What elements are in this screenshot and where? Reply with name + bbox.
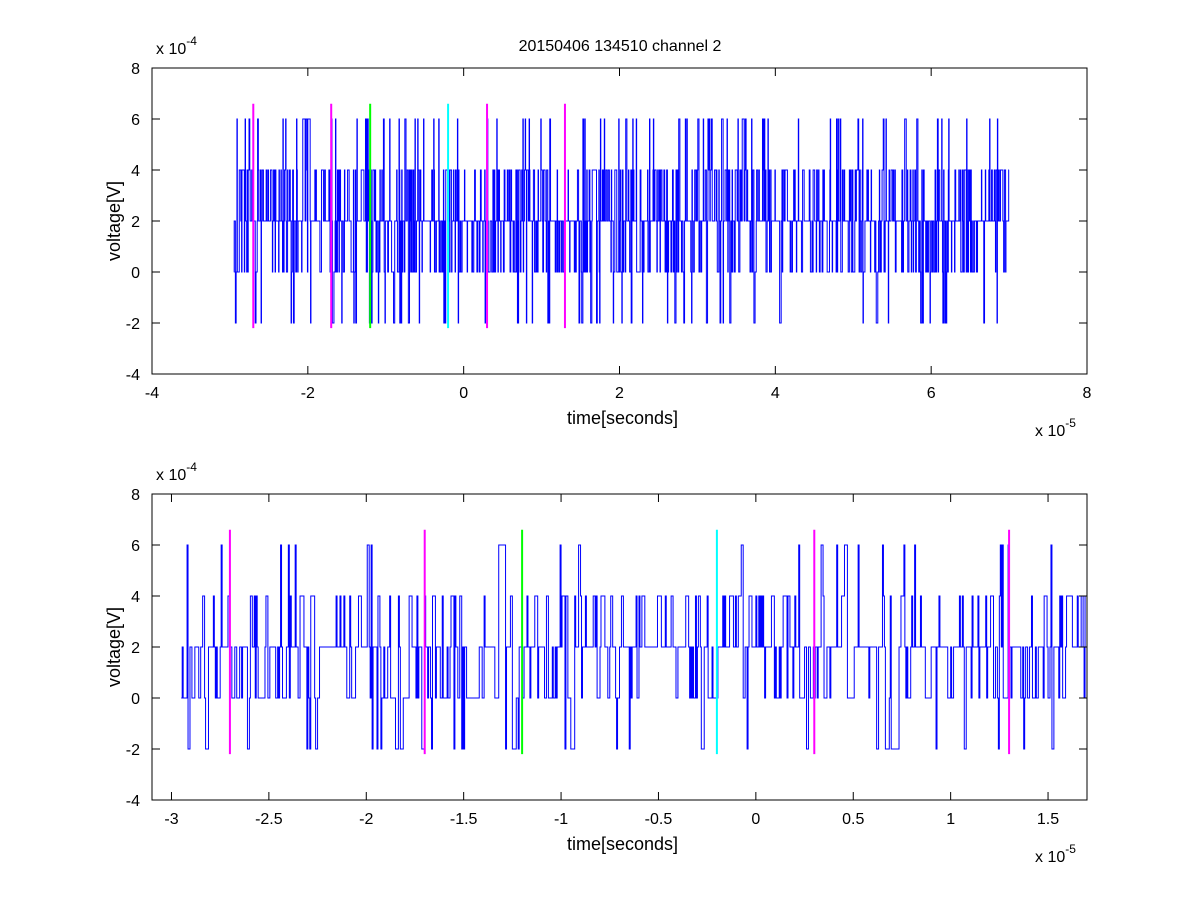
x-tick-label: -2 <box>359 811 373 828</box>
y-axis-multiplier: x 10-4 <box>156 34 197 58</box>
y-tick-label: -2 <box>126 742 140 759</box>
x-tick-label: -2 <box>301 385 315 402</box>
y-axis-label: voltage[V] <box>104 181 124 261</box>
figure-title: 20150406 134510 channel 2 <box>519 38 722 55</box>
y-tick-label: 6 <box>131 538 140 555</box>
x-tick-label: 6 <box>927 385 936 402</box>
x-axis-label: time[seconds] <box>567 834 678 854</box>
y-tick-label: 4 <box>131 163 140 180</box>
x-multiplier-exponent: -5 <box>1065 842 1076 856</box>
y-tick-label: 8 <box>131 487 140 504</box>
y-multiplier-base: x 10 <box>156 41 186 58</box>
x-tick-label: 2 <box>615 385 624 402</box>
x-tick-label: 1.5 <box>1037 811 1059 828</box>
y-axis-multiplier: x 10-4 <box>156 460 197 484</box>
x-tick-label: -1 <box>554 811 568 828</box>
y-tick-label: -4 <box>126 367 140 384</box>
x-tick-label: -3 <box>164 811 178 828</box>
y-tick-label: 0 <box>131 691 140 708</box>
x-axis-multiplier: x 10-5 <box>1035 416 1076 440</box>
signal-trace-line <box>233 118 1010 324</box>
x-tick-label: -4 <box>145 385 159 402</box>
x-tick-label: 0 <box>459 385 468 402</box>
x-tick-label: 4 <box>771 385 780 402</box>
y-tick-label: -4 <box>126 793 140 810</box>
x-tick-label: -1.5 <box>450 811 478 828</box>
y-tick-label: 2 <box>131 640 140 657</box>
y-tick-label: 6 <box>131 112 140 129</box>
x-multiplier-exponent: -5 <box>1065 416 1076 430</box>
x-tick-label: 0.5 <box>842 811 864 828</box>
y-tick-label: 2 <box>131 214 140 231</box>
x-axis-label: time[seconds] <box>567 408 678 428</box>
x-tick-label: 0 <box>751 811 760 828</box>
y-tick-label: 8 <box>131 61 140 78</box>
x-multiplier-base: x 10 <box>1035 849 1065 866</box>
y-tick-label: -2 <box>126 316 140 333</box>
x-multiplier-base: x 10 <box>1035 423 1065 440</box>
y-multiplier-base: x 10 <box>156 467 186 484</box>
x-tick-label: 8 <box>1083 385 1092 402</box>
top-panel: -4 -2 0 2 4 6 8 -4 -2 0 2 4 6 8 time[seconds] voltage[V… <box>104 34 1092 440</box>
y-axis-label: voltage[V] <box>104 607 124 687</box>
x-tick-label: 1 <box>946 811 955 828</box>
y-multiplier-exponent: -4 <box>186 460 197 474</box>
bottom-panel: -3 -2.5 -2 -1.5 -1 -0.5 0 0.5 1 1.5 -4 -2 0 2 4 6 8 time[… <box>104 460 1088 866</box>
y-tick-label: 4 <box>131 589 140 606</box>
x-tick-label: -2.5 <box>255 811 283 828</box>
y-multiplier-exponent: -4 <box>186 34 197 48</box>
x-tick-label: -0.5 <box>645 811 673 828</box>
signal-trace-line <box>181 544 1087 750</box>
x-axis-multiplier: x 10-5 <box>1035 842 1076 866</box>
y-tick-label: 0 <box>131 265 140 282</box>
